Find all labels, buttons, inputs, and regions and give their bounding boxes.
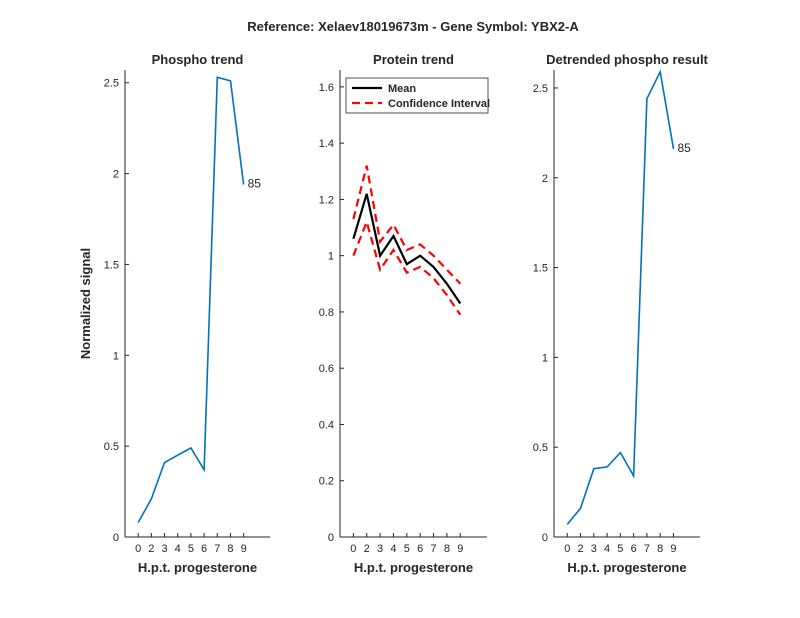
y-tick-label: 2	[542, 173, 548, 185]
y-tick-label: 2.5	[533, 83, 548, 95]
y-tick-label: 1.4	[319, 138, 334, 150]
y-tick-label: 0	[542, 532, 548, 544]
legend-label-confidence-interval: Confidence Interval	[388, 98, 490, 110]
x-tick-label: 7	[644, 543, 650, 555]
figure-title: Reference: Xelaev18019673m - Gene Symbol…	[247, 19, 579, 34]
x-tick-label: 5	[188, 543, 194, 555]
x-tick-label: 3	[377, 543, 383, 555]
y-tick-label: 0.6	[319, 363, 334, 375]
legend-label-mean: Mean	[388, 83, 416, 95]
x-tick-label: 4	[175, 543, 181, 555]
x-axis-label: H.p.t. progesterone	[567, 560, 686, 575]
x-tick-label: 9	[457, 543, 463, 555]
panel-2: 00.20.40.60.811.21.41.60 2 3 4 5 6 7 8 9Protein …	[319, 52, 490, 575]
x-axis-label: H.p.t. progesterone	[354, 560, 473, 575]
x-tick-label: 8	[657, 543, 663, 555]
y-tick-label: 0	[328, 532, 334, 544]
x-tick-label: 8	[444, 543, 450, 555]
y-tick-label: 1.5	[533, 263, 548, 275]
x-tick-label: 6	[417, 543, 423, 555]
y-tick-label: 1	[542, 352, 548, 364]
x-tick-label: 7	[430, 543, 436, 555]
legend-box	[345, 77, 489, 114]
y-tick-label: 2.5	[104, 78, 119, 90]
x-tick-label: 6	[201, 543, 207, 555]
x-tick-label: 9	[670, 543, 676, 555]
x-tick-label: 2	[148, 543, 154, 555]
x-axis-label: H.p.t. progesterone	[138, 560, 257, 575]
y-tick-label: 0.5	[104, 441, 119, 453]
y-tick-label: 1.2	[319, 194, 334, 206]
x-tick-label: 4	[390, 543, 396, 555]
x-tick-label: 0	[350, 543, 356, 555]
y-tick-label: 0.8	[319, 307, 334, 319]
x-tick-label: 3	[591, 543, 597, 555]
panel-title: Phospho trend	[152, 52, 244, 67]
point-annotation: 85	[248, 176, 262, 190]
series-line-mean	[352, 193, 462, 305]
y-tick-label: 0.4	[319, 419, 334, 431]
x-tick-label: 4	[604, 543, 610, 555]
y-tick-label: 1	[328, 251, 334, 263]
x-tick-label: 5	[404, 543, 410, 555]
x-tick-label: 8	[227, 543, 233, 555]
x-tick-label: 5	[617, 543, 623, 555]
x-tick-label: 7	[214, 543, 220, 555]
x-tick-label: 0	[135, 543, 141, 555]
x-tick-label: 3	[161, 543, 167, 555]
y-tick-label: 1.6	[319, 82, 334, 94]
x-tick-label: 2	[364, 543, 370, 555]
y-axis-label: Normalized signal	[78, 248, 93, 359]
panel-title: Detrended phospho result	[546, 52, 708, 67]
y-tick-label: 2	[113, 169, 119, 181]
x-tick-label: 9	[241, 543, 247, 555]
y-tick-label: 1	[113, 350, 119, 362]
y-tick-label: 1.5	[104, 259, 119, 271]
point-annotation: 85	[677, 141, 691, 155]
x-tick-label: 2	[577, 543, 583, 555]
series-line-ci-upper	[352, 165, 462, 285]
series-line-detrended	[566, 69, 675, 525]
y-tick-label: 0.5	[533, 442, 548, 454]
y-tick-label: 0.2	[319, 476, 334, 488]
y-tick-label: 0	[113, 532, 119, 544]
series-line-phospho	[137, 76, 245, 523]
x-tick-label: 0	[564, 543, 570, 555]
panel-title: Protein trend	[373, 52, 454, 67]
x-tick-label: 6	[631, 543, 637, 555]
series-line-ci-lower	[352, 218, 462, 316]
legend: Mean Confidence Interval	[345, 77, 490, 114]
